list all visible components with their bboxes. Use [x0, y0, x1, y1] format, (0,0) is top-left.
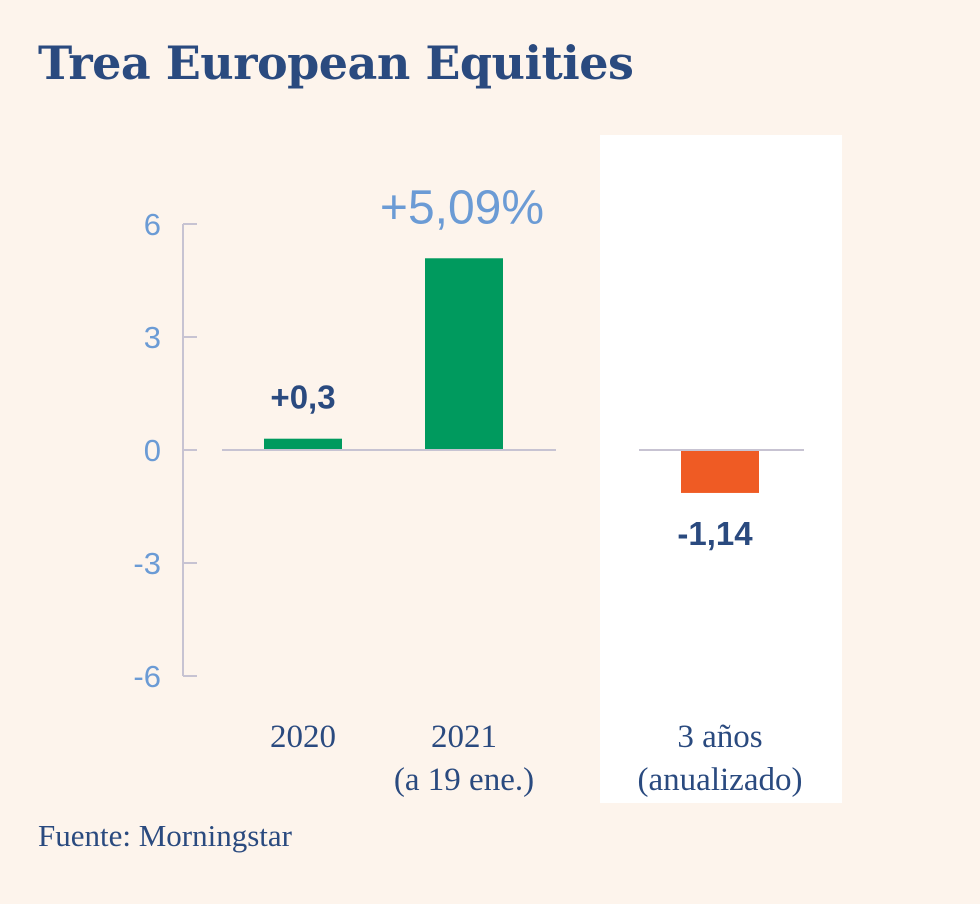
x-tick-label: 3 años — [677, 719, 762, 755]
y-tick-label: 0 — [144, 433, 161, 468]
bar — [425, 258, 503, 450]
source-note: Fuente: Morningstar — [38, 818, 292, 853]
y-tick-label: 3 — [144, 320, 161, 355]
x-tick-label-secondary: (a 19 ene.) — [394, 762, 534, 798]
data-label: +5,09% — [380, 181, 544, 234]
x-tick-label: 2020 — [270, 719, 336, 755]
bar — [681, 450, 759, 493]
y-tick-label: -6 — [133, 659, 161, 694]
y-tick-label: 6 — [144, 207, 161, 242]
y-tick-label: -3 — [133, 546, 161, 581]
x-tick-label: 2021 — [431, 719, 497, 755]
bar — [264, 438, 342, 450]
data-label: -1,14 — [677, 515, 753, 552]
x-tick-label-secondary: (anualizado) — [638, 762, 803, 798]
data-label: +0,3 — [270, 379, 335, 416]
chart-title: Trea European Equities — [38, 36, 634, 90]
